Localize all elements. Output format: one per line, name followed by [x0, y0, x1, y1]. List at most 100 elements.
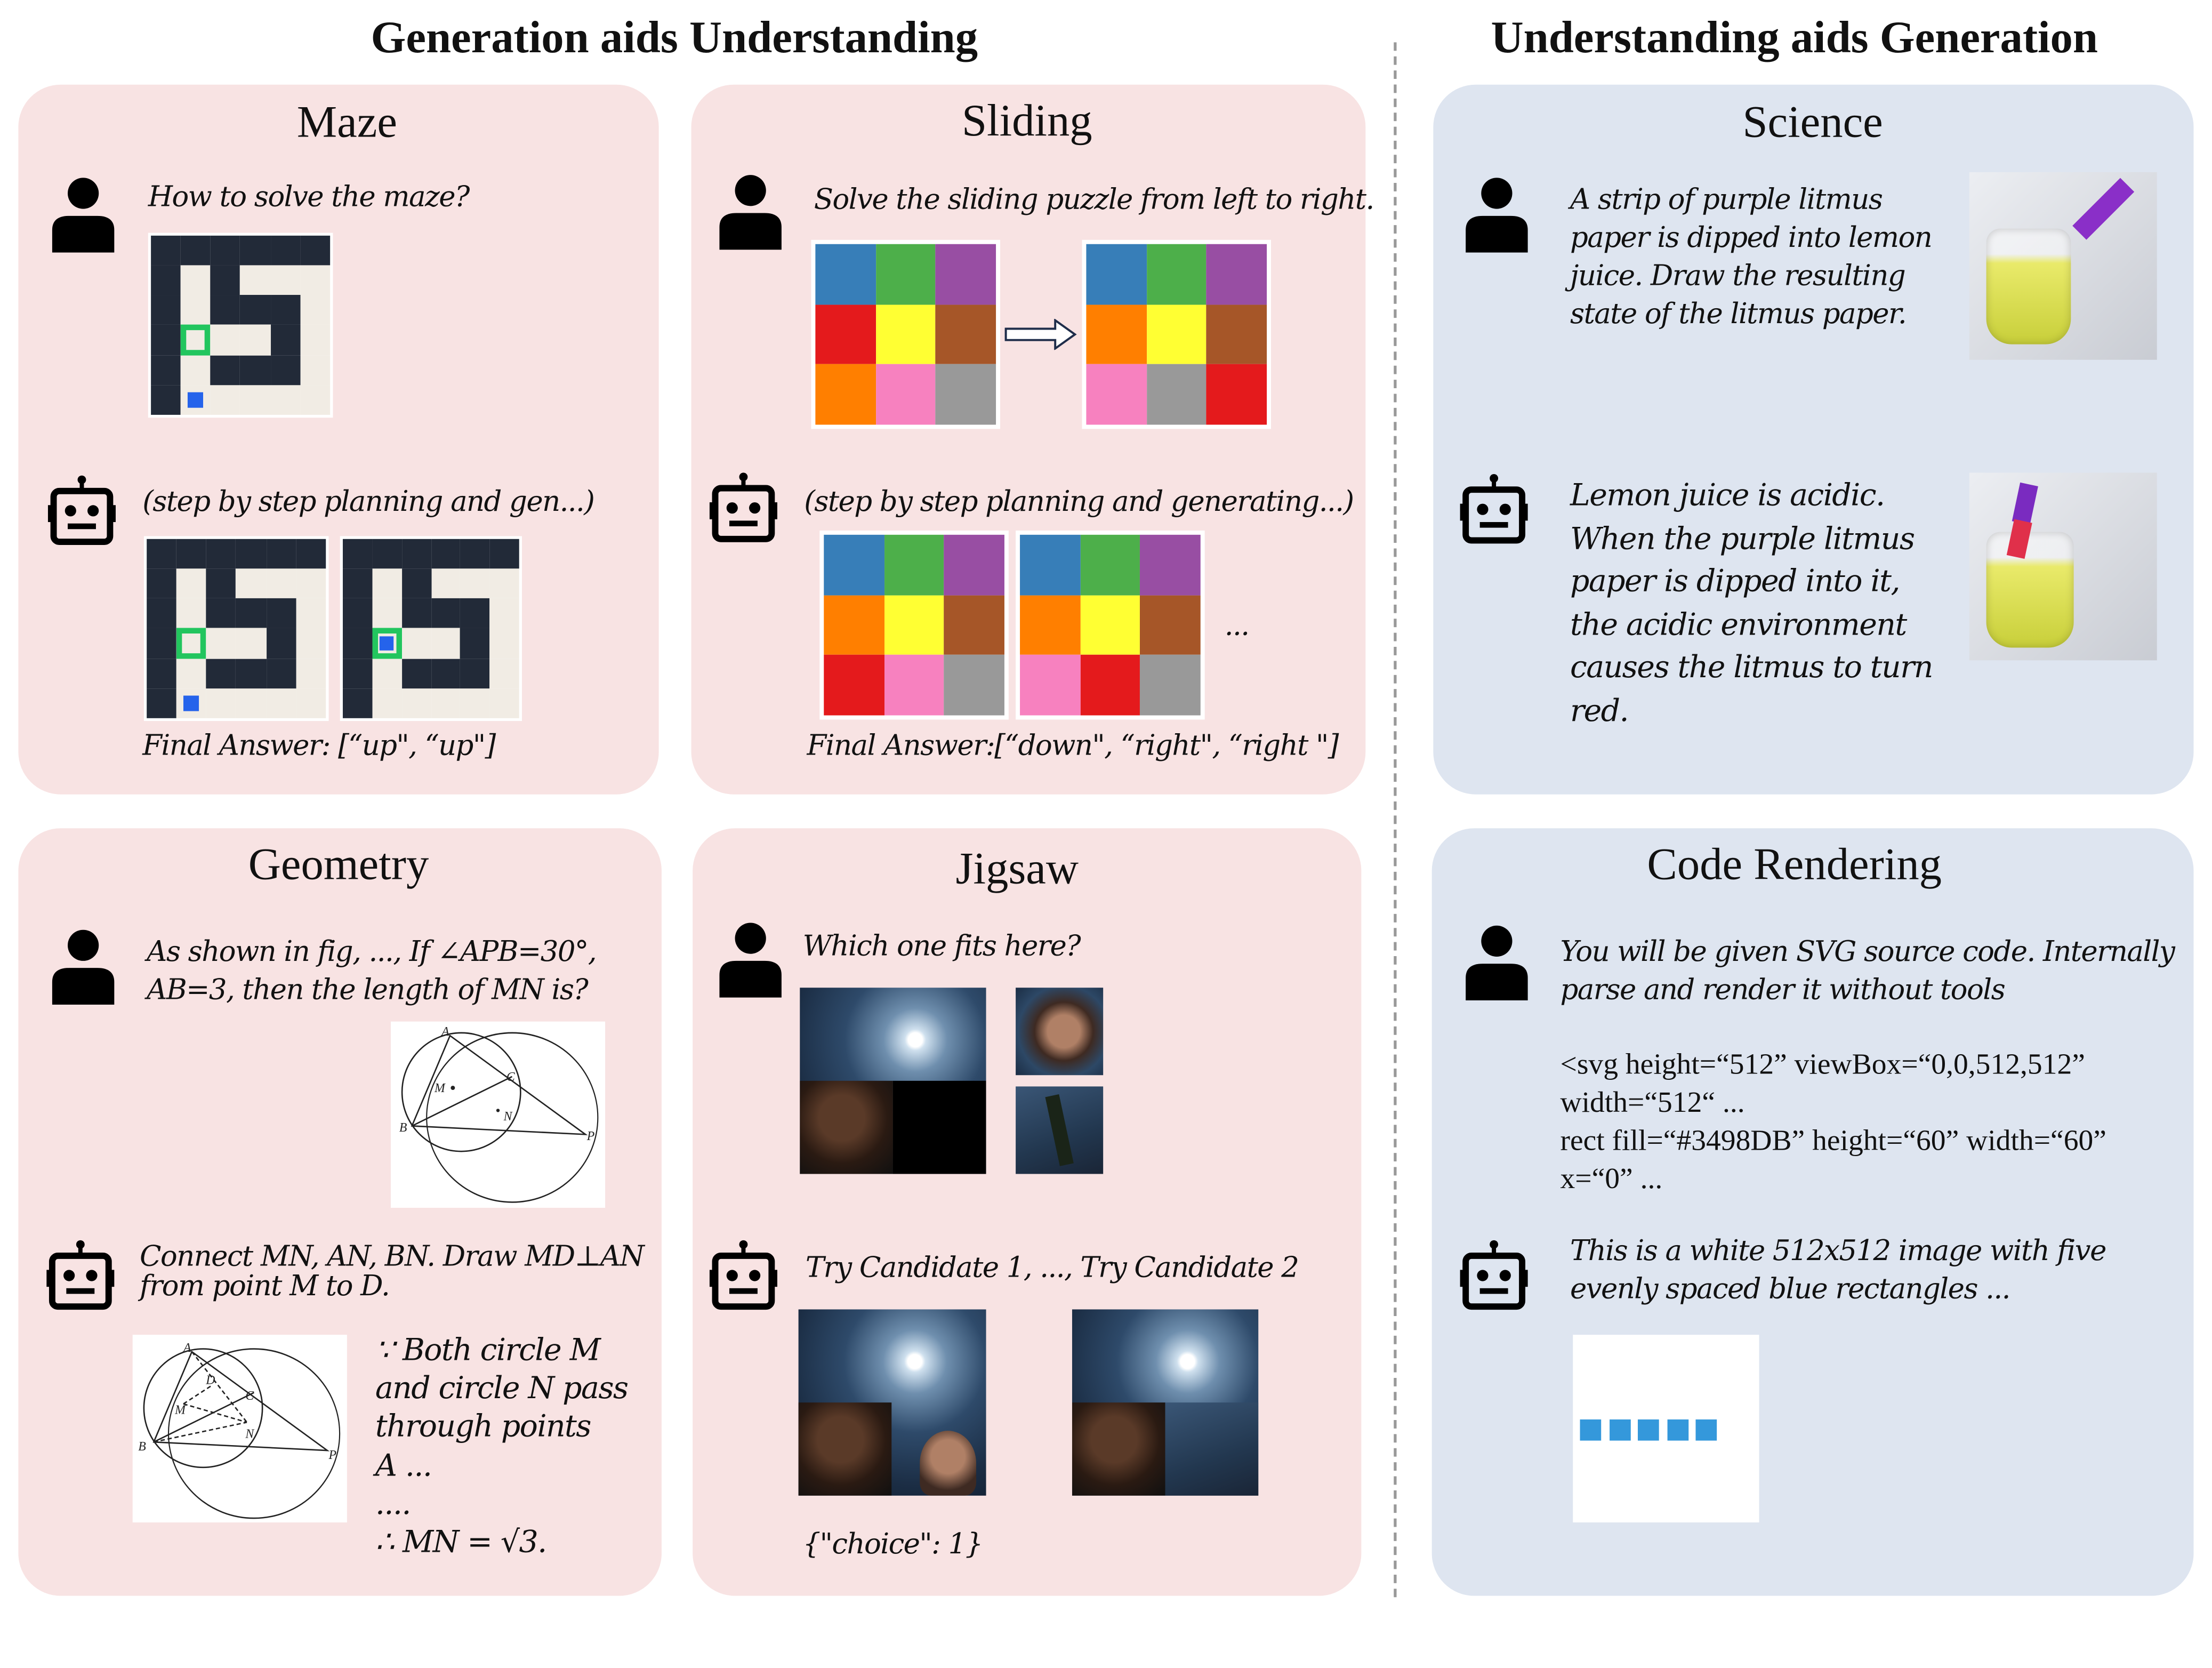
- user-icon: [50, 177, 117, 260]
- maze-wall-cell: [151, 384, 181, 415]
- maze-image: [148, 232, 333, 418]
- maze-path-cell: [266, 688, 296, 718]
- text-line: When the purple litmus: [1570, 521, 1915, 557]
- candidate-2-piece: [1165, 1402, 1259, 1496]
- puzzle-tile: [1086, 244, 1147, 304]
- text-line: This is a white 512x512 image with five: [1570, 1233, 2106, 1268]
- text-line: through points: [375, 1410, 592, 1446]
- maze-wall-cell: [266, 539, 296, 569]
- maze-wall-cell: [236, 539, 267, 569]
- puzzle-tile: [936, 244, 996, 304]
- panel-title: Maze: [296, 95, 397, 147]
- maze-wall-cell: [342, 688, 373, 718]
- maze-wall-cell: [176, 539, 207, 569]
- maze-wall-cell: [342, 568, 373, 599]
- text-line: Lemon juice is acidic.: [1570, 478, 1885, 514]
- puzzle-tile: [884, 534, 945, 595]
- maze-path-cell: [372, 598, 402, 629]
- puzzle-tile: [875, 304, 936, 365]
- maze-wall-cell: [211, 355, 241, 385]
- purple-litmus-strip: [2072, 178, 2135, 240]
- maze-path-cell: [266, 568, 296, 599]
- maze-path-cell: [211, 384, 241, 415]
- maze-wall-cell: [240, 355, 271, 385]
- puzzle-tile: [815, 364, 876, 425]
- label-b: B: [399, 1121, 407, 1135]
- label-m: M: [434, 1081, 446, 1095]
- maze-wall-cell: [151, 355, 181, 385]
- maze-path-cell: [240, 265, 271, 295]
- label-c: C: [245, 1389, 254, 1403]
- bot-response: Try Candidate 1, ..., Try Candidate 2: [805, 1250, 1299, 1284]
- text-line: Connect MN, AN, BN. Draw MD⊥AN: [139, 1239, 645, 1273]
- maze-wall-cell: [460, 598, 490, 629]
- maze-path-cell: [489, 688, 519, 718]
- puzzle-tile: [815, 244, 876, 304]
- maze-path-cell: [489, 568, 519, 599]
- litmus-result-photo: [1969, 472, 2157, 661]
- label-b: B: [138, 1440, 146, 1454]
- maze-wall-cell: [147, 539, 177, 569]
- maze-wall-cell: [240, 235, 271, 266]
- maze-wall-cell: [431, 598, 461, 629]
- blue-rectangle: [1695, 1419, 1717, 1441]
- panel-title: Sliding: [961, 94, 1092, 146]
- text-line: juice. Draw the resulting: [1570, 258, 1906, 292]
- maze-wall-cell: [147, 688, 177, 718]
- puzzle-tile: [1140, 595, 1201, 655]
- maze-path-cell: [270, 384, 301, 415]
- maze-wall-cell: [270, 325, 301, 355]
- puzzle-tile: [1146, 304, 1207, 365]
- maze-path-cell: [460, 568, 490, 599]
- maze-wall-cell: [147, 658, 177, 688]
- maze-path-cell: [176, 658, 207, 688]
- puzzle-tile: [944, 595, 1004, 655]
- candidate-2[interactable]: [1016, 1086, 1104, 1174]
- lemon-juice-photo: [1969, 172, 2157, 360]
- maze-wall-cell: [270, 295, 301, 325]
- man-portrait: [798, 1402, 892, 1496]
- candidate-1[interactable]: [1016, 988, 1104, 1076]
- maze-wall-cell: [147, 598, 177, 629]
- puzzle-tile: [1080, 595, 1140, 655]
- code-rendering-panel: [1431, 828, 2194, 1596]
- maze-path-cell: [206, 688, 237, 718]
- bot-response: Lemon juice is acidic. When the purple l…: [1570, 476, 1933, 734]
- text-line: A ...: [375, 1448, 432, 1484]
- maze-path-cell: [401, 688, 431, 718]
- panel-title: Science: [1742, 95, 1883, 147]
- maze-path-cell: [236, 688, 267, 718]
- robot-icon: [46, 474, 117, 555]
- text-line: and circle N pass: [375, 1372, 629, 1407]
- text-line: from point M to D.: [139, 1268, 390, 1303]
- user-prompt: Solve the sliding puzzle from left to ri…: [814, 182, 1375, 216]
- text-line: ∵ Both circle M: [375, 1333, 601, 1369]
- user-icon: [717, 921, 784, 1005]
- maze-path-cell: [181, 384, 211, 415]
- label-m: M: [174, 1403, 186, 1417]
- maze-path-cell: [181, 355, 211, 385]
- maze-target-cell: [176, 628, 207, 659]
- code-line: <svg height=“512” viewBox=“0,0,512,512”: [1560, 1047, 2085, 1081]
- boy-portrait: [920, 1431, 977, 1496]
- maze-wall-cell: [300, 235, 331, 266]
- maze-step-image: [143, 536, 329, 721]
- user-prompt: You will be given SVG source code. Inter…: [1560, 933, 2175, 1009]
- maze-path-cell: [372, 688, 402, 718]
- puzzle-tile: [824, 534, 884, 595]
- maze-wall-cell: [401, 568, 431, 599]
- text-line: paper is dipped into lemon: [1570, 220, 1933, 254]
- puzzle-target-grid: [1082, 239, 1272, 429]
- maze-wall-cell: [270, 355, 301, 385]
- maze-agent: [379, 636, 395, 651]
- user-icon: [1463, 177, 1531, 260]
- puzzle-tile: [1140, 534, 1201, 595]
- maze-wall-cell: [236, 598, 267, 629]
- puzzle-tile: [1080, 655, 1140, 716]
- maze-wall-cell: [270, 235, 301, 266]
- text-line: paper is dipped into it,: [1570, 564, 1900, 600]
- maze-step-image: [340, 536, 522, 721]
- label-p: P: [328, 1448, 337, 1462]
- text-line: evenly spaced blue rectangles ...: [1570, 1271, 2010, 1305]
- maze-path-cell: [401, 628, 431, 659]
